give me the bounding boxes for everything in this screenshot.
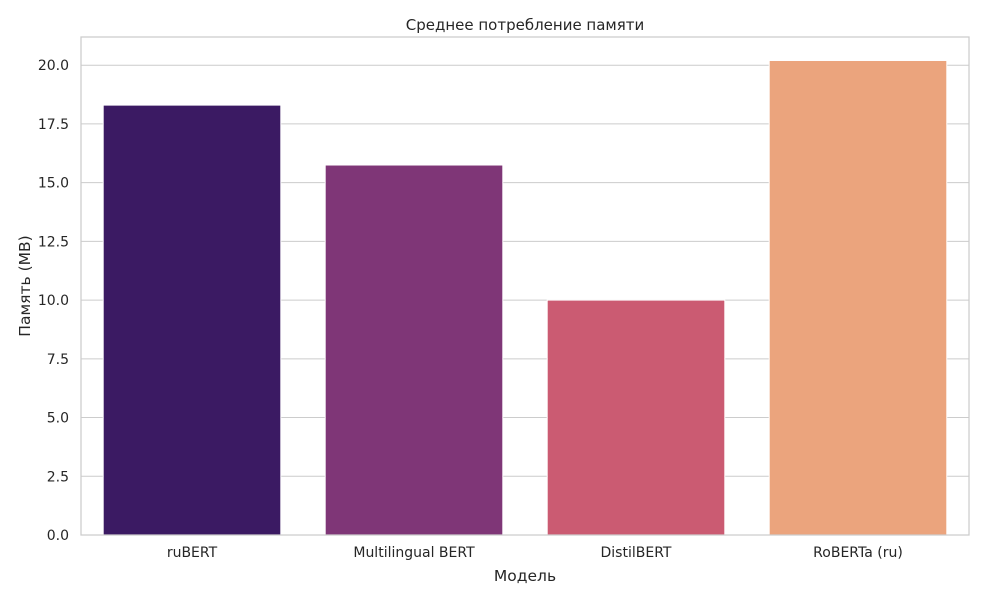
y-axis-title: Память (MB) <box>16 235 34 336</box>
y-tick-label: 10.0 <box>38 293 69 309</box>
bar-rubert <box>102 104 282 536</box>
x-axis-title: Модель <box>494 567 556 585</box>
x-tick-label: Multilingual BERT <box>353 545 475 561</box>
bar-distilbert <box>546 299 726 536</box>
plot-frame <box>80 36 970 536</box>
y-tick-label: 20.0 <box>38 58 69 74</box>
bar-roberta-ru <box>768 59 948 536</box>
y-tick-label: 12.5 <box>38 234 69 250</box>
y-tick-label: 5.0 <box>47 411 69 427</box>
x-tick-label: DistilBERT <box>601 545 672 561</box>
chart-title: Среднее потребление памяти <box>406 16 645 34</box>
y-tick-label: 7.5 <box>47 352 69 368</box>
bars <box>102 59 948 536</box>
x-tick-label: RoBERTa (ru) <box>813 545 903 561</box>
x-tick-label: ruBERT <box>167 545 218 561</box>
x-tick-labels: ruBERT Multilingual BERT DistilBERT RoBERTa… <box>167 545 903 561</box>
y-tick-label: 0.0 <box>47 528 69 544</box>
bar-multilingual-bert <box>324 164 504 536</box>
y-tick-label: 15.0 <box>38 176 69 192</box>
y-tick-label: 2.5 <box>47 469 69 485</box>
y-tick-labels: 0.0 2.5 5.0 7.5 10.0 12.5 15.0 17.5 20.0 <box>38 58 69 544</box>
plot-border <box>80 36 970 536</box>
y-tick-label: 17.5 <box>38 117 69 133</box>
